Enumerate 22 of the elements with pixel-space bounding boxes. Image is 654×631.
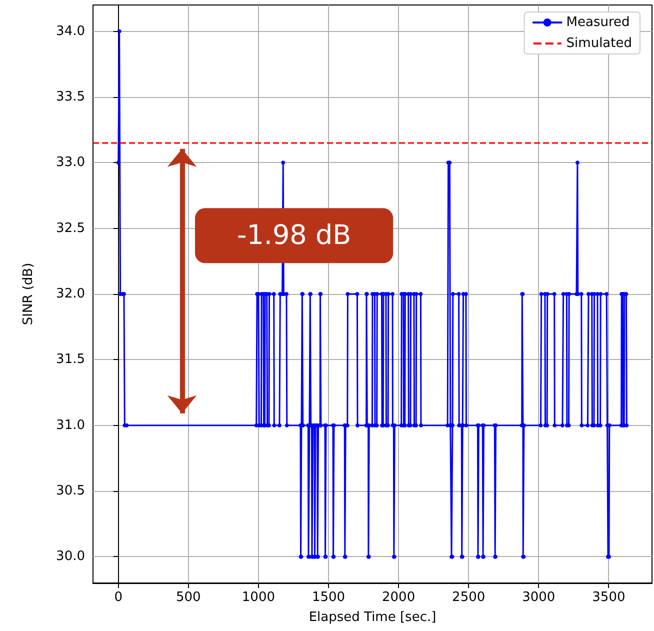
y-tick-label: 31.0 [56,418,85,433]
x-tick-label: 3500 [592,590,626,605]
x-tick-label: 1500 [312,590,346,605]
y-tick-label: 33.5 [56,89,85,104]
y-tick-label: 33.0 [56,155,85,170]
legend-label: Simulated [566,36,632,51]
x-axis-title: Elapsed Time [sec.] [308,610,436,625]
x-tick-label: 500 [176,590,201,605]
y-tick-label: 30.0 [56,549,85,564]
y-tick-label: 34.0 [56,24,85,39]
y-tick-label: 32.0 [56,286,85,302]
y-axis-title: SINR (dB) [21,262,36,326]
x-tick-label: 1000 [242,590,276,605]
y-tick-label: 31.5 [56,352,85,368]
legend-label: Measured [566,15,630,30]
x-tick-label: 3000 [522,590,556,605]
y-tick-label: 32.5 [56,220,85,236]
annotation: -1.98 dB [237,220,352,252]
y-tick-label: 30.5 [56,484,85,499]
x-tick-label: 2500 [452,590,486,605]
x-tick-label: 0 [114,590,122,605]
x-tick-label: 2000 [382,590,416,605]
